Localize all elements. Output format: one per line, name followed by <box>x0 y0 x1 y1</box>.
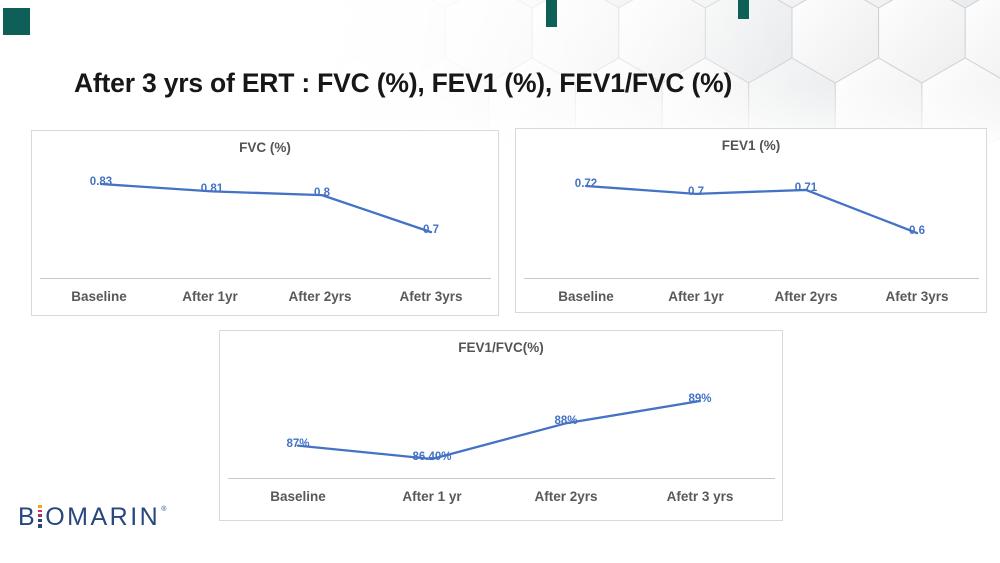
data-label: 86.40% <box>412 450 452 463</box>
biomarin-logo: B OMARIN ® <box>18 503 169 531</box>
x-axis-line <box>524 278 979 279</box>
chart-fvc: FVC (%) 0.83 0.81 0.8 0.7 Baseline After 1yr A… <box>31 130 499 316</box>
plot-area <box>584 184 919 235</box>
logo-dot <box>38 514 43 517</box>
category-label: Baseline <box>71 289 127 304</box>
logo-dot <box>38 505 43 508</box>
category-label: After 2yrs <box>774 289 838 304</box>
data-label: 0.7 <box>423 224 439 237</box>
trend-line <box>99 182 433 234</box>
plot-area <box>99 182 433 234</box>
hexagon-pattern-decoration <box>295 0 1000 152</box>
plot-area <box>296 399 702 461</box>
category-label: Baseline <box>558 289 614 304</box>
data-label: 0.7 <box>688 185 704 198</box>
teal-accent-bar-1 <box>546 0 557 27</box>
data-label: 0.71 <box>794 181 818 194</box>
data-label: 0.81 <box>200 183 224 196</box>
logo-i-dots <box>38 505 43 528</box>
registered-trademark: ® <box>161 506 169 513</box>
trend-line <box>584 184 919 235</box>
logo-text: OMARIN <box>45 503 161 531</box>
logo-letter-b: B <box>18 503 38 531</box>
chart-title: FVC (%) <box>239 140 291 155</box>
slide-title: After 3 yrs of ERT : FVC (%), FEV1 (%), … <box>74 68 733 98</box>
teal-accent-square <box>3 8 30 35</box>
category-label: After 1 yr <box>402 489 462 504</box>
category-label: Afetr 3yrs <box>399 289 463 304</box>
data-label: 0.6 <box>909 225 925 238</box>
logo-dot <box>38 524 43 528</box>
data-label: 0.8 <box>314 187 330 200</box>
category-label: Afetr 3 yrs <box>666 489 734 504</box>
x-axis-line <box>228 478 775 479</box>
chart-fev1: FEV1 (%) 0.72 0.7 0.71 0.6 Baseline After 1yr… <box>515 128 987 313</box>
category-label: After 2yrs <box>534 489 598 504</box>
logo-dot <box>38 518 43 523</box>
chart-fev1-fvc: FEV1/FVC(%) 87% 86.40% 88% 89% Baseline After… <box>219 330 783 521</box>
x-axis-line <box>40 278 491 279</box>
category-label: Baseline <box>270 489 326 504</box>
data-label: 0.83 <box>89 176 113 188</box>
hexagon-fade-overlay <box>295 0 1000 152</box>
trend-line <box>296 399 702 461</box>
data-label: 0.72 <box>574 178 598 190</box>
data-label: 89% <box>688 393 712 405</box>
data-label: 88% <box>554 415 578 428</box>
category-label: After 1yr <box>668 289 724 304</box>
category-label: After 1yr <box>182 289 238 304</box>
category-label: After 2yrs <box>288 289 352 304</box>
logo-dot <box>38 509 43 513</box>
teal-accent-bar-2 <box>738 0 749 19</box>
chart-title: FEV1/FVC(%) <box>458 340 544 355</box>
category-label: Afetr 3yrs <box>885 289 949 304</box>
data-label: 87% <box>286 437 310 450</box>
chart-title: FEV1 (%) <box>721 138 781 153</box>
